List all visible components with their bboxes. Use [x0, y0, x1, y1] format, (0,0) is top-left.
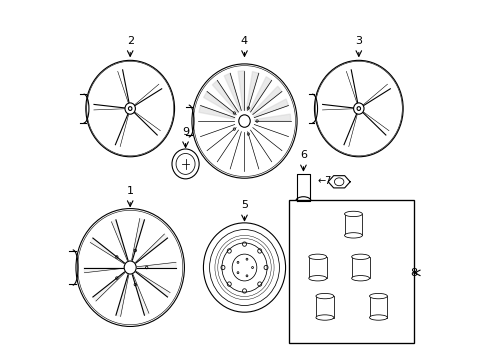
FancyBboxPatch shape [369, 296, 386, 318]
Text: 8: 8 [410, 268, 417, 278]
Text: 3: 3 [355, 36, 362, 46]
Polygon shape [90, 238, 124, 264]
Ellipse shape [315, 315, 333, 320]
Polygon shape [224, 73, 241, 111]
Polygon shape [137, 262, 176, 267]
Polygon shape [246, 72, 258, 111]
Ellipse shape [369, 315, 386, 320]
Polygon shape [253, 99, 288, 118]
Polygon shape [238, 71, 244, 110]
Polygon shape [132, 275, 149, 315]
Ellipse shape [344, 233, 362, 238]
Polygon shape [249, 77, 271, 112]
FancyBboxPatch shape [351, 257, 369, 278]
Text: 2: 2 [126, 36, 134, 46]
Polygon shape [93, 272, 124, 301]
Polygon shape [135, 234, 167, 263]
FancyBboxPatch shape [308, 257, 326, 278]
Ellipse shape [308, 275, 326, 281]
Ellipse shape [308, 254, 326, 260]
Text: ←7: ←7 [317, 176, 331, 186]
Polygon shape [199, 105, 234, 119]
Text: 6: 6 [299, 150, 306, 160]
Ellipse shape [315, 293, 333, 299]
Ellipse shape [351, 254, 369, 260]
Text: 9: 9 [182, 127, 189, 137]
FancyBboxPatch shape [288, 200, 413, 342]
Ellipse shape [369, 293, 386, 299]
Ellipse shape [344, 211, 362, 217]
Polygon shape [212, 80, 238, 113]
Text: 4: 4 [241, 36, 247, 46]
Polygon shape [203, 91, 236, 116]
Polygon shape [111, 220, 128, 261]
FancyBboxPatch shape [344, 214, 362, 235]
Polygon shape [131, 219, 144, 260]
Ellipse shape [351, 275, 369, 281]
Polygon shape [116, 275, 128, 316]
Polygon shape [136, 271, 170, 297]
Polygon shape [254, 114, 290, 121]
FancyBboxPatch shape [315, 296, 333, 318]
Polygon shape [84, 267, 123, 273]
Text: 5: 5 [241, 201, 247, 210]
Text: 1: 1 [126, 186, 133, 196]
Polygon shape [251, 86, 282, 114]
